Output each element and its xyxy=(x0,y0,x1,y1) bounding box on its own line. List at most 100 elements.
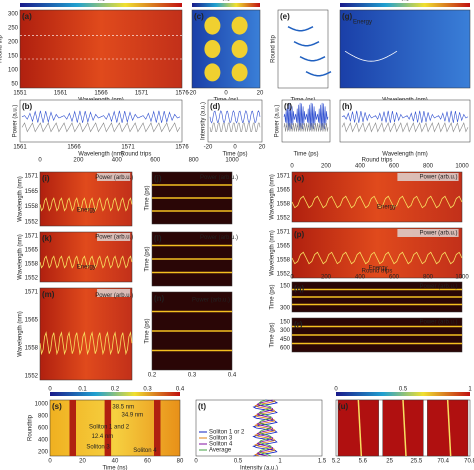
colorbar-label: 0.5 xyxy=(97,0,106,3)
legend-entry: Soliton 1 or 2 xyxy=(209,430,245,436)
scale-tick: 400 xyxy=(112,158,123,164)
colorbar-label: 1 xyxy=(468,387,472,393)
y-tick-label: 1565 xyxy=(277,188,291,194)
y-tick-label: 1552 xyxy=(25,374,39,380)
annotation: 12.4 nm xyxy=(92,434,114,440)
y-tick-label: 1571 xyxy=(25,290,39,296)
trace xyxy=(39,331,133,356)
x-tick-label: 0 xyxy=(48,459,52,465)
trace xyxy=(305,71,332,77)
trace xyxy=(344,50,398,62)
colorbar-label: 0.4 xyxy=(176,387,185,393)
x-tick-label: 0 xyxy=(224,91,228,97)
x-tick-label: 1.5 xyxy=(318,459,327,465)
x-axis-label: Time (ps) xyxy=(222,152,247,158)
x-axis-label: Wavelength (nm) xyxy=(78,152,123,158)
x-tick-label: 1571 xyxy=(121,145,135,151)
colorbar-label: 0.3 xyxy=(143,387,152,393)
y-axis-label: Time (ps) xyxy=(145,246,151,271)
y-tick-label: 1571 xyxy=(25,174,39,180)
band xyxy=(69,400,76,456)
annotation: Energy xyxy=(77,207,96,213)
y-tick-label: 800 xyxy=(38,414,49,420)
y-axis-label: Wavelength (nm) xyxy=(270,174,276,219)
y-tick-label: 1000 xyxy=(35,402,49,408)
colorbar-label: 0.5 xyxy=(401,0,410,3)
y-axis-label: Time (ps) xyxy=(270,284,276,309)
y-axis-label: Intensity (a.u.) xyxy=(201,102,207,140)
curve xyxy=(252,399,279,457)
scale-tick: 600 xyxy=(150,158,161,164)
y-tick-label: 1565 xyxy=(277,244,291,250)
panel-label: (h) xyxy=(342,102,353,111)
y-axis-label: Round trip xyxy=(0,34,4,62)
scale-tick: 0 xyxy=(38,158,42,164)
band xyxy=(104,400,112,456)
panel-label: (b) xyxy=(22,102,33,111)
trace xyxy=(402,399,407,457)
trace xyxy=(21,110,181,124)
x-tick-label: 20 xyxy=(79,459,86,465)
annotation: Energy xyxy=(77,265,96,271)
y-tick-label: 150 xyxy=(280,320,291,326)
x-tick-label: 0.4 xyxy=(228,373,237,379)
inset xyxy=(97,233,131,241)
panel-label: (c) xyxy=(194,12,204,21)
trace xyxy=(291,195,463,209)
panel-label: (t) xyxy=(198,402,206,411)
scale-tick: 600 xyxy=(389,275,400,281)
cbar xyxy=(20,3,182,7)
y-axis-label: Time (ps) xyxy=(270,322,276,347)
annotation: Energy xyxy=(353,19,372,25)
panel-bg xyxy=(19,9,183,89)
scale-tick: 600 xyxy=(389,164,400,170)
x-tick-label: 0.2 xyxy=(148,373,157,379)
panel-bg xyxy=(19,99,183,143)
scale-label: Round trips xyxy=(362,158,393,164)
trace xyxy=(341,110,469,123)
trace xyxy=(293,41,320,47)
trace xyxy=(341,122,469,133)
y-tick-label: 300 xyxy=(280,306,291,312)
x-tick-label: 20 xyxy=(257,91,264,97)
annotation: Energy xyxy=(377,205,396,211)
colorbar-label: 0.2 xyxy=(111,387,120,393)
y-tick-label: 1558 xyxy=(25,346,39,352)
y-tick-label: 100 xyxy=(8,68,19,74)
x-tick-label: 5.6 xyxy=(359,459,368,465)
y-tick-label: 250 xyxy=(8,26,19,32)
trace xyxy=(21,122,181,133)
y-tick-label: 1565 xyxy=(25,248,39,254)
panel-label: (q) xyxy=(294,284,305,293)
cbar xyxy=(340,3,470,7)
annotation: Power (arb.u.) xyxy=(192,297,230,303)
scale-tick: 1000 xyxy=(225,158,239,164)
legend-entry: Average xyxy=(209,448,232,454)
y-tick-label: 600 xyxy=(38,426,49,432)
y-tick-label: 1552 xyxy=(25,276,39,282)
y-tick-label: 400 xyxy=(38,438,49,444)
blob xyxy=(204,16,221,35)
annotation: Power (arb.u.) xyxy=(200,175,238,181)
scale-tick: 1000 xyxy=(455,275,469,281)
y-axis-label: Time (ps) xyxy=(145,318,151,343)
colorbar-label: 0 xyxy=(48,387,52,393)
scale-tick: 1000 xyxy=(455,164,469,170)
y-tick-label: 1571 xyxy=(25,234,39,240)
annotation: 38.5 nm xyxy=(112,404,134,410)
scale-tick: 200 xyxy=(321,164,332,170)
inset xyxy=(97,173,131,181)
y-tick-label: 1571 xyxy=(277,174,291,180)
y-axis-label: Power (a.u.) xyxy=(13,105,19,138)
x-tick-label: 0 xyxy=(194,459,198,465)
y-tick-label: 1552 xyxy=(277,272,291,278)
annotation: Power (arb.u.) xyxy=(420,320,458,326)
inset xyxy=(397,229,459,237)
trace xyxy=(446,399,452,457)
x-tick-label: 0.5 xyxy=(234,459,243,465)
trace xyxy=(291,251,463,265)
curve xyxy=(256,399,274,457)
panel-label: (i) xyxy=(42,174,50,183)
scale-tick: 400 xyxy=(355,164,366,170)
y-tick-label: 1558 xyxy=(277,258,291,264)
